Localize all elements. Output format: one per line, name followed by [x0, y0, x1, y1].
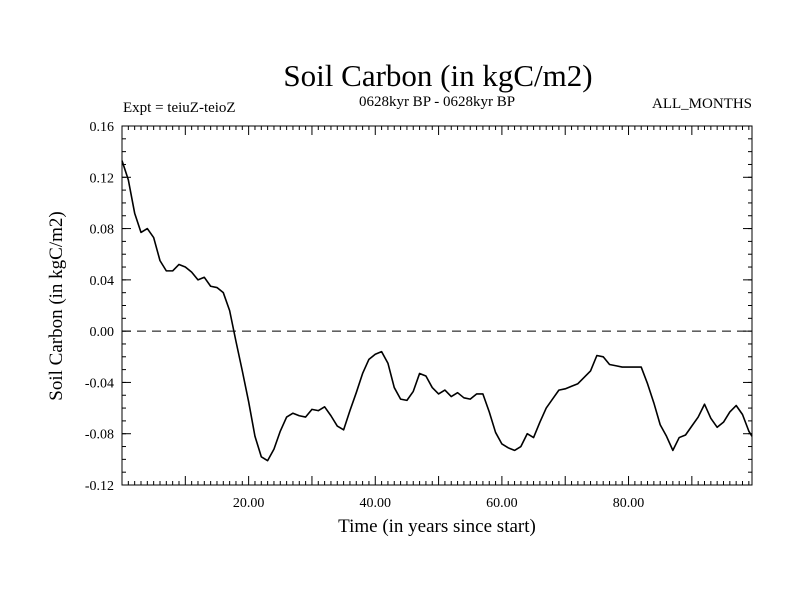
months-label: ALL_MONTHS: [652, 96, 752, 112]
plot-frame: [121, 125, 753, 486]
y-tick-label: -0.08: [85, 428, 114, 443]
y-tick-label: 0.16: [90, 120, 115, 135]
y-tick-label: -0.12: [85, 479, 114, 494]
period-label: 0628kyr BP - 0628kyr BP: [359, 94, 515, 110]
x-tick-label: 80.00: [613, 496, 645, 511]
x-tick-label: 40.00: [360, 496, 392, 511]
x-tick-label: 60.00: [486, 496, 518, 511]
y-tick-label: 0.12: [90, 171, 115, 186]
y-tick-label: 0.04: [90, 274, 115, 289]
soil-carbon-series-line: [121, 160, 753, 462]
chart-title: Soil Carbon (in kgC/m2): [283, 58, 592, 93]
y-axis-label: Soil Carbon (in kgC/m2): [46, 211, 67, 400]
y-axis: -0.12 -0.08 -0.04 0.00 0.04 0.08 0.12 0.16: [85, 120, 752, 494]
y-tick-label: 0.08: [90, 223, 115, 238]
x-tick-label: 20.00: [233, 496, 265, 511]
x-axis-label: Time (in years since start): [338, 516, 536, 537]
experiment-label: Expt = teiuZ-teioZ: [123, 100, 236, 116]
y-tick-label: -0.04: [85, 376, 114, 391]
y-tick-label: 0.00: [90, 325, 115, 340]
x-axis: 20.00 40.00 60.00 80.00: [127, 126, 750, 511]
